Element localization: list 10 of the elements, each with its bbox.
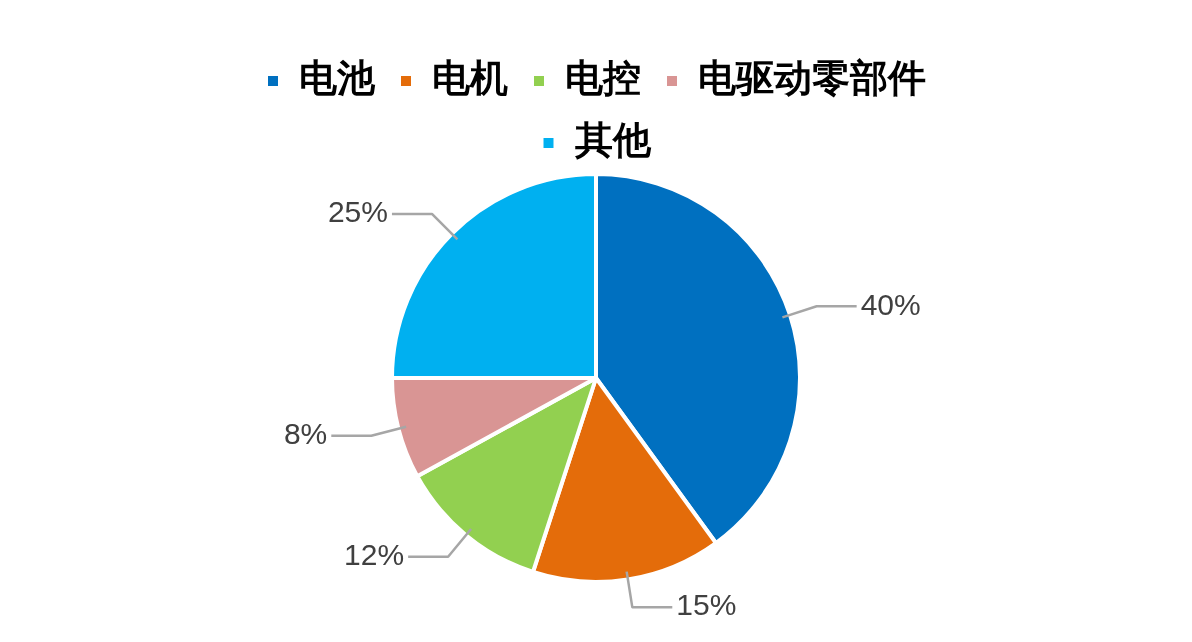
data-label: 12%: [344, 538, 405, 572]
data-label: 40%: [860, 287, 921, 321]
legend-label: 电控: [565, 55, 641, 100]
legend-label: 电机: [432, 55, 508, 100]
data-label: 15%: [676, 588, 737, 622]
legend-label: 电驱动零部件: [698, 55, 926, 100]
data-label: 25%: [327, 195, 388, 229]
data-label: 8%: [283, 416, 328, 450]
legend-label: 电池: [299, 55, 376, 100]
legend-label: 其他: [573, 117, 652, 162]
